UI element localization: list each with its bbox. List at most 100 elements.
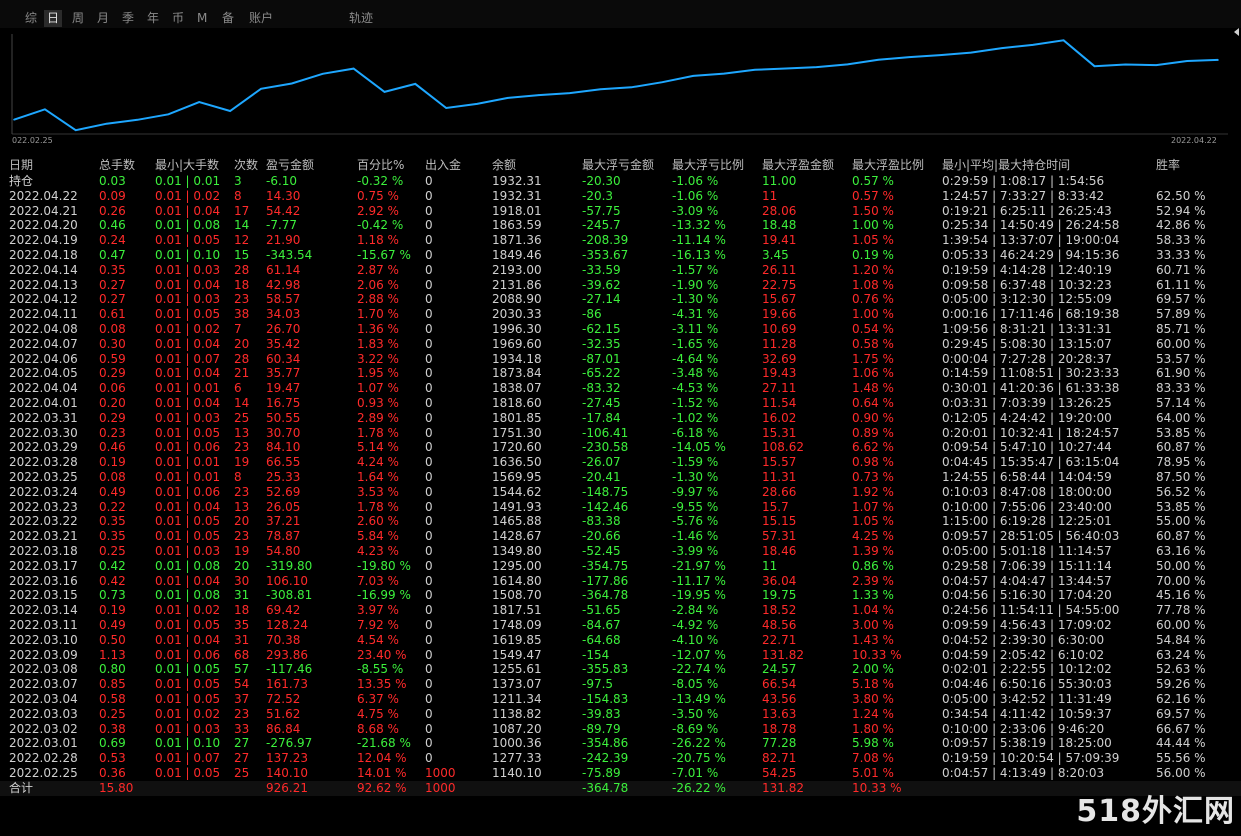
column-header[interactable]: 次数 [234,158,259,172]
cell-4: -117.46 [266,662,313,677]
cell-8: -20.66 [582,529,621,544]
table-row[interactable]: 2022.03.01 0.69 0.01 | 0.10 27 -276.97 -21.68… [0,736,1241,751]
table-row[interactable]: 2022.04.14 0.35 0.01 | 0.03 28 61.14 2.87 % 0 2… [0,263,1241,278]
table-row[interactable]: 2022.04.12 0.27 0.01 | 0.03 23 58.57 2.88 % 0 2… [0,292,1241,307]
cell-3: 35 [234,618,250,632]
table-row[interactable]: 2022.03.07 0.85 0.01 | 0.05 54 161.73 13.35 %… [0,677,1241,692]
table-row[interactable]: 2022.03.25 0.08 0.01 | 0.01 8 25.33 1.64 % 0 15… [0,470,1241,485]
cell-11: 1.92 % [852,484,894,499]
column-header[interactable]: 最大浮亏金额 [582,158,655,172]
cell-0: 2022.03.15 [9,588,78,603]
table-row[interactable]: 2022.03.23 0.22 0.01 | 0.04 13 26.05 1.78 % 0 1… [0,500,1241,515]
table-row[interactable]: 2022.03.02 0.38 0.01 | 0.03 33 86.84 8.68 % 0 1… [0,722,1241,737]
table-row[interactable]: 2022.02.28 0.53 0.01 | 0.07 27 137.23 12.04 %… [0,751,1241,766]
table-row[interactable]: 2022.04.05 0.29 0.01 | 0.04 21 35.77 1.95 % 0 1… [0,366,1241,381]
table-row[interactable]: 2022.03.15 0.73 0.01 | 0.08 31 -308.81 -16.99… [0,588,1241,603]
cell-7: 1969.60 [492,336,542,351]
table-row[interactable]: 2022.04.07 0.30 0.01 | 0.04 20 35.42 1.83 % 0 1… [0,337,1241,352]
column-header[interactable]: 最小|平均|最大持仓时间 [942,158,1071,172]
table-row[interactable]: 2022.03.24 0.49 0.01 | 0.06 23 52.69 3.53 % 0 1… [0,485,1241,500]
table-row[interactable]: 2022.03.17 0.42 0.01 | 0.08 20 -319.80 -19.80… [0,559,1241,574]
tab-4[interactable]: 季 [122,11,135,25]
cell-5: 0.93 % [357,396,399,410]
cell-8: -355.83 [582,662,629,677]
tab-3[interactable]: 月 [97,11,110,25]
table-row[interactable]: 2022.03.28 0.19 0.01 | 0.01 19 66.55 4.24 % 0 1… [0,455,1241,470]
cell-7: 1838.07 [492,381,542,396]
cell-8: -84.67 [582,618,621,632]
table-row[interactable]: 2022.03.21 0.35 0.01 | 0.05 23 78.87 5.84 % 0 1… [0,529,1241,544]
column-header[interactable]: 日期 [9,158,34,172]
table-row[interactable]: 2022.04.22 0.09 0.01 | 0.02 8 14.30 0.75 % 0 19… [0,189,1241,204]
cell-6: 0 [425,677,433,692]
cell-12: 0:12:05 | 4:24:42 | 19:20:00 [942,410,1112,425]
table-row[interactable]: 2022.04.19 0.24 0.01 | 0.05 12 21.90 1.18 % 0 1… [0,233,1241,248]
tab-8[interactable]: 备 [222,11,235,25]
cell-4: -319.80 [266,558,313,573]
cell-8: -27.45 [582,396,621,410]
column-header[interactable]: 最小|大手数 [155,158,220,172]
table-row[interactable]: 2022.04.08 0.08 0.01 | 0.02 7 26.70 1.36 % 0 19… [0,322,1241,337]
cell-2: 0.01 | 0.03 [155,721,221,736]
cell-13: 53.57 % [1156,351,1206,366]
column-header[interactable]: 盈亏金额 [266,158,315,172]
cell-8: -39.62 [582,277,621,292]
column-header[interactable]: 最大浮盈比例 [852,158,925,172]
column-header[interactable]: 胜率 [1156,158,1181,172]
table-row[interactable]: 2022.03.16 0.42 0.01 | 0.04 30 106.10 7.03 % 0… [0,574,1241,589]
tab-2[interactable]: 周 [72,11,85,25]
table-row[interactable]: 2022.04.13 0.27 0.01 | 0.04 18 42.98 2.06 % 0 2… [0,278,1241,293]
table-row[interactable]: 2022.04.18 0.47 0.01 | 0.10 15 -343.54 -15.67… [0,248,1241,263]
table-row[interactable]: 2022.03.09 1.13 0.01 | 0.06 68 293.86 23.40 %… [0,648,1241,663]
balance-point-6 [198,101,201,103]
column-header[interactable]: 最大浮亏比例 [672,158,745,172]
table-row[interactable]: 2022.03.03 0.25 0.01 | 0.02 23 51.62 4.75 % 0 1… [0,707,1241,722]
cell-7: 1748.09 [492,618,542,632]
cell-6: 0 [425,558,433,573]
cell-2: 0.01 | 0.05 [155,692,221,706]
tab-0[interactable]: 综 [25,11,38,25]
tab-9[interactable]: 账户 [249,11,274,25]
table-row[interactable]: 2022.04.04 0.06 0.01 | 0.01 6 19.47 1.07 % 0 18… [0,381,1241,396]
table-row[interactable]: 2022.03.18 0.25 0.01 | 0.03 19 54.80 4.23 % 0 1… [0,544,1241,559]
column-header[interactable]: 出入金 [425,158,462,172]
column-header[interactable]: 百分比% [357,158,405,172]
cell-8: -154 [582,647,610,662]
cell-5: 1.78 % [357,499,399,514]
table-row[interactable]: 2022.03.22 0.35 0.01 | 0.05 20 37.21 2.60 % 0 1… [0,514,1241,529]
table-row[interactable]: 2022.03.11 0.49 0.01 | 0.05 35 128.24 7.92 % 0… [0,618,1241,633]
cell-10: 131.82 [762,780,804,795]
table-row[interactable]: 2022.02.25 0.36 0.01 | 0.05 25 140.10 14.01 %… [0,766,1241,781]
table-row[interactable]: 2022.04.20 0.46 0.01 | 0.08 14 -7.77 -0.42 % 0… [0,218,1241,233]
tab-5[interactable]: 年 [147,11,160,25]
table-row[interactable]: 2022.03.08 0.80 0.01 | 0.05 57 -117.46 -8.55 … [0,662,1241,677]
column-header[interactable]: 最大浮盈金额 [762,158,835,172]
balance-point-37 [1155,64,1158,66]
table-row[interactable]: 2022.03.04 0.58 0.01 | 0.05 37 72.52 6.37 % 0 1… [0,692,1241,707]
tab-7[interactable]: M [197,11,208,25]
table-row[interactable]: 2022.04.21 0.26 0.01 | 0.04 17 54.42 2.92 % 0 1… [0,204,1241,219]
tab-10[interactable]: 轨迹 [349,11,374,25]
table-row[interactable]: 2022.03.14 0.19 0.01 | 0.02 18 69.42 3.97 % 0 1… [0,603,1241,618]
balance-point-15 [476,103,478,105]
scroll-arrow-icon[interactable] [1234,28,1239,36]
total-row[interactable]: 合计 15.80 926.21 92.62 % 1000 -364.78 -26.22 % 1… [0,780,1241,796]
cell-11: 5.18 % [852,677,894,692]
tab-1[interactable]: 日 [44,10,63,27]
table-row[interactable]: 2022.03.10 0.50 0.01 | 0.04 31 70.38 4.54 % 0 1… [0,633,1241,648]
column-header[interactable]: 余额 [492,158,517,172]
table-row[interactable]: 2022.03.29 0.46 0.01 | 0.06 23 84.10 5.14 % 0 1… [0,440,1241,455]
column-header[interactable]: 总手数 [99,158,136,172]
table-row[interactable]: 2022.04.11 0.61 0.01 | 0.05 38 34.03 1.70 % 0 2… [0,307,1241,322]
table-row[interactable]: 2022.04.01 0.20 0.01 | 0.04 14 16.75 0.93 % 0 1… [0,396,1241,411]
table-row[interactable]: 持仓 0.03 0.01 | 0.01 3 -6.10 -0.32 % 0 1932.31 -2… [0,174,1241,189]
cell-4: 140.10 [266,766,308,780]
cell-7: 2131.86 [492,277,542,292]
table-row[interactable]: 2022.04.06 0.59 0.01 | 0.07 28 60.34 3.22 % 0 1… [0,352,1241,367]
table-row[interactable]: 2022.03.31 0.29 0.01 | 0.03 25 50.55 2.89 % 0 1… [0,411,1241,426]
table-row[interactable]: 2022.03.30 0.23 0.01 | 0.05 13 30.70 1.78 % 0 1… [0,426,1241,441]
tab-6[interactable]: 币 [172,11,185,25]
cell-7: 1934.18 [492,351,542,366]
cell-2: 0.01 | 0.02 [155,603,221,618]
cell-8: -177.86 [582,573,629,588]
